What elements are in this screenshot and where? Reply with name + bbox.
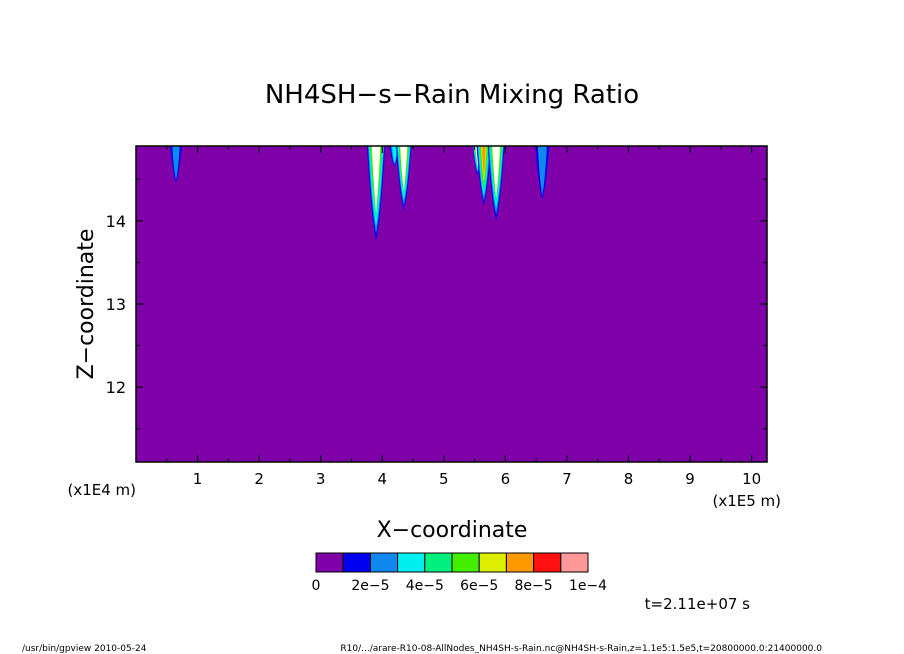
y-axis-ticks: 12 13 14 [106, 178, 767, 430]
colorbar-label: 6e−5 [460, 578, 498, 594]
colorbar-label: 1e−4 [569, 578, 607, 594]
colorbar-swatch [397, 552, 426, 573]
x-tick-label: 9 [685, 470, 695, 488]
y-tick-label: 13 [106, 295, 126, 314]
time-label: t=2.11e+07 s [645, 595, 751, 613]
colorbar-label: 4e−5 [406, 578, 444, 594]
colorbar-swatch [315, 552, 344, 573]
contour-band-peak [372, 146, 381, 213]
colorbar-swatch [369, 552, 399, 573]
footer-source: R10/.../arare-R10-08-AllNodes_NH4SH-s-Ra… [340, 644, 822, 654]
colorbar-swatch [478, 552, 507, 573]
contour-band [537, 146, 547, 196]
contour-band-peak [400, 146, 408, 192]
x-tick-label: 1 [193, 470, 203, 488]
colorbar-swatch [505, 552, 535, 573]
x-tick-label: 8 [624, 470, 634, 488]
colorbar-swatch [533, 552, 562, 573]
colorbar [315, 552, 589, 573]
x-axis-ticks: 1 2 3 4 5 6 7 8 9 10 [166, 146, 761, 488]
x-unit-right: (x1E5 m) [712, 492, 781, 510]
colorbar-label: 0 [312, 578, 321, 594]
contour-band [392, 146, 398, 164]
plot-background [136, 146, 767, 462]
colorbar-swatch [451, 552, 480, 573]
contour-band [482, 146, 486, 178]
chart-title: NH4SH−s−Rain Mixing Ratio [265, 80, 639, 110]
y-axis-label: Z−coordinate [74, 229, 99, 380]
contour-band-peak [492, 146, 500, 199]
contour-features [170, 146, 550, 242]
x-unit-left: (x1E4 m) [67, 481, 136, 499]
y-tick-label: 12 [106, 378, 126, 397]
x-tick-label: 3 [316, 470, 326, 488]
colorbar-swatch [560, 552, 589, 573]
x-tick-label: 10 [742, 470, 761, 488]
x-tick-label: 7 [562, 470, 572, 488]
colorbar-labels: 0 2e−5 4e−5 6e−5 8e−5 1e−4 [312, 578, 608, 594]
colorbar-swatch [342, 552, 371, 573]
x-tick-label: 4 [377, 470, 387, 488]
colorbar-label: 8e−5 [515, 578, 553, 594]
colorbar-label: 2e−5 [351, 578, 389, 594]
x-tick-label: 6 [501, 470, 511, 488]
x-tick-label: 5 [439, 470, 449, 488]
y-tick-label: 14 [106, 212, 126, 231]
contour-band [172, 146, 180, 181]
footer-program: /usr/bin/gpview 2010-05-24 [22, 644, 147, 654]
x-tick-label: 2 [254, 470, 264, 488]
colorbar-swatch [424, 552, 453, 573]
x-axis-label: X−coordinate [377, 518, 528, 543]
